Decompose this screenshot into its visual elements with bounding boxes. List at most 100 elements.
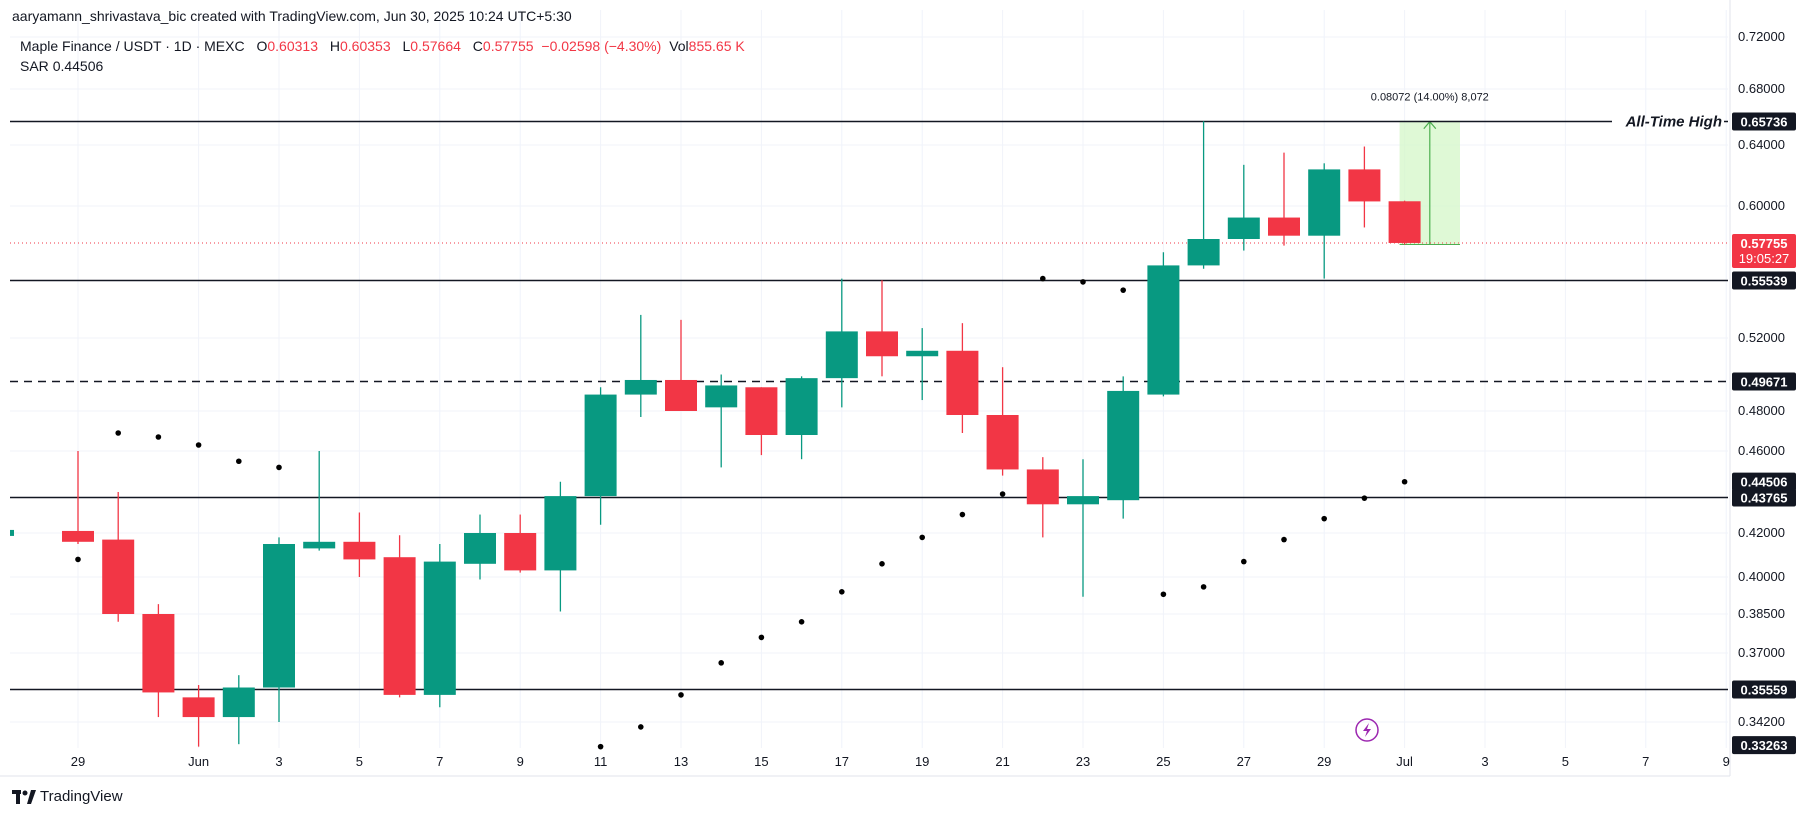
time-tick-label: 29 [1317, 754, 1331, 769]
price-tick-label: 0.46000 [1738, 443, 1785, 458]
sar-dot [919, 534, 925, 541]
sar-dot [75, 556, 81, 563]
level-badge-bg [1732, 112, 1796, 131]
candle [1348, 146, 1381, 228]
sar-legend[interactable]: SAR 0.44506 [20, 58, 103, 74]
price-tick-label: 0.37000 [1738, 645, 1785, 660]
candle-body [102, 539, 135, 614]
sar-dot [1401, 478, 1408, 485]
candle-body [624, 379, 657, 395]
candle [825, 278, 858, 408]
candle-body [423, 561, 456, 695]
price-tick-label: 0.38500 [1738, 606, 1785, 621]
candle-body [745, 387, 778, 435]
candle-body [1147, 265, 1180, 395]
level-badge-text: 0.55539 [1741, 274, 1788, 289]
candle-body [303, 541, 336, 549]
candle-body [383, 557, 416, 695]
candle-body [1308, 169, 1341, 236]
sar-dot [1241, 558, 1247, 565]
candle [1227, 164, 1260, 251]
sar-dot [597, 743, 604, 750]
time-tick-label: 19 [915, 754, 929, 769]
candle-body [1348, 169, 1381, 202]
level-price-badge: 0.35559 [1732, 680, 1796, 699]
time-tick-label: 9 [517, 754, 524, 769]
candle [423, 544, 456, 708]
tradingview-logo-text: TradingView [40, 788, 123, 805]
candle [1268, 152, 1300, 246]
candle-body [665, 379, 697, 411]
candle-body [986, 415, 1019, 470]
candle [1308, 163, 1341, 279]
price-tick-label: 0.52000 [1738, 330, 1785, 345]
time-tick-label: 27 [1237, 754, 1251, 769]
candle-body [343, 541, 376, 560]
volume-label: Vol [669, 38, 689, 54]
candle-body [1067, 496, 1099, 505]
price-range-measure[interactable]: 0.08072 (14.00%) 8,072 [1371, 92, 1489, 246]
candle-body [1227, 217, 1260, 239]
level-price-badge: 0.55539 [1732, 271, 1796, 290]
candle [383, 535, 416, 698]
candle [1187, 121, 1220, 269]
sar-dot [1281, 536, 1287, 543]
all-time-high-label: All-Time High [1625, 114, 1722, 131]
parabolic-sar [75, 275, 1408, 750]
candle-body [222, 687, 255, 718]
level-price-badge: 0.33263 [1732, 736, 1796, 755]
tradingview-logo-icon [12, 789, 36, 804]
level-price-badge: 0.65736 [1732, 112, 1796, 131]
badge-text: 0.33263 [1741, 738, 1788, 753]
horizontal-levels[interactable]: All-Time High [10, 114, 1728, 691]
level-badge-bg [1732, 271, 1796, 290]
sar-dot [1120, 287, 1126, 293]
candle [665, 319, 697, 411]
sar-dot [236, 458, 242, 465]
candle-body [504, 533, 537, 571]
badge-bg [1732, 736, 1796, 755]
sar-dot [758, 634, 765, 641]
candle [946, 323, 979, 433]
time-tick-label: 7 [1642, 754, 1649, 769]
candle [866, 280, 898, 377]
candle [1107, 376, 1140, 519]
ohlc-legend: Maple Finance / USDT · 1D · MEXC O0.6031… [20, 38, 745, 54]
price-tick-label: 0.68000 [1738, 81, 1785, 96]
candle [986, 367, 1019, 476]
badge-bg [1732, 472, 1796, 491]
bolt-icon[interactable] [1355, 718, 1379, 742]
price-tick-label: 0.60000 [1738, 198, 1785, 213]
tradingview-logo[interactable]: TradingView [12, 788, 123, 805]
sar-dot [1040, 275, 1046, 282]
candle-body [182, 697, 215, 718]
sar-price-badge: 0.44506 [1732, 472, 1796, 491]
level-price-badge: 0.49671 [1732, 372, 1796, 391]
candle-body [1388, 201, 1421, 243]
candle [1388, 200, 1421, 245]
candle [785, 376, 818, 460]
sar-value: 0.44506 [52, 58, 104, 74]
sar-dot [678, 692, 684, 698]
candle-body [1107, 390, 1140, 501]
author-credit: aaryamann_shrivastava_bic created with T… [12, 8, 572, 24]
sar-dot [1080, 279, 1086, 285]
time-tick-label: 7 [436, 754, 443, 769]
candle-body [263, 544, 295, 688]
sar-dot [1361, 495, 1368, 501]
candle [142, 604, 175, 718]
time-tick-label: 21 [995, 754, 1009, 769]
close-value: 0.57755 [482, 38, 534, 54]
low-label: L [402, 38, 411, 54]
level-badge-text: 0.65736 [1741, 115, 1788, 130]
symbol-title[interactable]: Maple Finance / USDT · 1D · MEXC [20, 38, 245, 54]
sar-dot [115, 430, 121, 436]
sar-dot [1200, 584, 1207, 590]
time-tick-label: 3 [275, 754, 282, 769]
candle [1067, 459, 1099, 597]
current-price-value: 0.57755 [1741, 236, 1788, 251]
price-tick-label: 0.42000 [1738, 525, 1785, 540]
